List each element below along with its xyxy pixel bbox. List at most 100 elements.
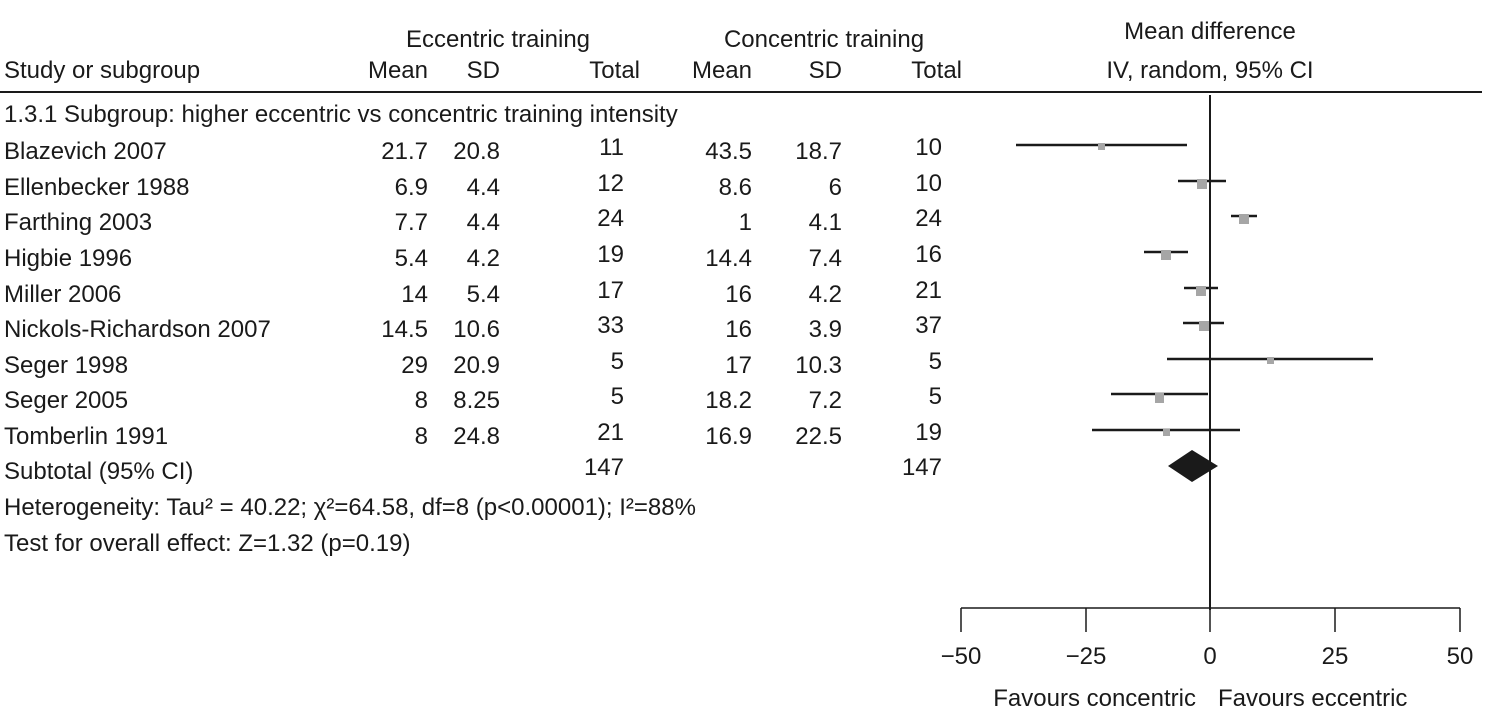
tick-label: −25 [1065, 643, 1107, 670]
subtotal-label: Subtotal (95% CI) [4, 458, 194, 485]
study-name: Higbie 1996 [4, 245, 133, 272]
e-total: 17 [597, 277, 624, 304]
study-name: Miller 2006 [4, 281, 122, 308]
c-mean: 1 [738, 209, 752, 236]
study-name: Tomberlin 1991 [4, 423, 169, 450]
favours-left-label: Favours concentric [993, 685, 1196, 712]
c-sd: 7.4 [808, 245, 842, 272]
c-mean: 14.4 [705, 245, 752, 272]
c-total: 5 [928, 348, 942, 375]
e-sd: 20.8 [453, 138, 500, 165]
c-total: 19 [915, 419, 942, 446]
pooled-diamond [1168, 450, 1218, 482]
confidence-intervals [1016, 143, 1373, 432]
e-mean: 8 [414, 387, 428, 414]
e-total: 5 [610, 383, 624, 410]
c-sd: 4.1 [808, 209, 842, 236]
study-name: Farthing 2003 [4, 209, 153, 236]
marker-tomberlin-1991 [1163, 429, 1170, 436]
table-row: Nickols-Richardson 2007 14.5 10.6 33 16 … [0, 312, 960, 346]
table-row: Tomberlin 1991 8 24.8 21 16.9 22.5 19 [0, 419, 960, 453]
e-mean: 29 [401, 352, 428, 379]
tick-label: 0 [1203, 643, 1217, 670]
study-name: Seger 2005 [4, 387, 129, 414]
e-total: 24 [597, 205, 624, 232]
header-rule [0, 91, 1482, 93]
e-mean: 21.7 [381, 138, 428, 165]
c-sd: 18.7 [795, 138, 842, 165]
table-row: Seger 2005 8 8.25 5 18.2 7.2 5 [0, 383, 960, 417]
c-sd: 6 [828, 174, 842, 201]
e-sd: 4.2 [466, 245, 500, 272]
marker-farthing-2003 [1239, 214, 1249, 224]
e-mean: 7.7 [394, 209, 428, 236]
table-row: Higbie 1996 5.4 4.2 19 14.4 7.4 16 [0, 241, 960, 275]
marker-ellenbecker-1988 [1197, 179, 1207, 189]
study-name: Nickols-Richardson 2007 [4, 316, 271, 343]
e-total: 19 [597, 241, 624, 268]
tick-label: 25 [1321, 643, 1349, 670]
heterogeneity-stats: Heterogeneity: Tau² = 40.22; χ²=64.58, d… [4, 494, 696, 521]
e-mean: 5.4 [394, 245, 428, 272]
c-total-header: Total [911, 57, 962, 84]
study-markers [1098, 143, 1274, 436]
favours-right-label: Favours eccentric [1218, 685, 1408, 712]
e-total: 21 [597, 419, 624, 446]
marker-seger-1998 [1267, 357, 1274, 364]
e-total-header: Total [589, 57, 640, 84]
c-sd: 4.2 [808, 281, 842, 308]
e-sd: 4.4 [466, 174, 500, 201]
overall-effect-test: Test for overall effect: Z=1.32 (p=0.19) [4, 530, 411, 557]
c-sd: 7.2 [808, 387, 842, 414]
c-mean-header: Mean [691, 57, 752, 84]
e-sd-header: SD [466, 57, 500, 84]
effect-method: IV, random, 95% CI [1106, 57, 1314, 84]
e-sd: 10.6 [453, 316, 500, 343]
table-row: Seger 1998 29 20.9 5 17 10.3 5 [0, 348, 960, 382]
c-mean: 18.2 [705, 387, 752, 414]
x-axis-ticks [960, 608, 1461, 632]
c-mean: 17 [725, 352, 752, 379]
group2-header: Concentric training [723, 26, 925, 53]
c-total: 24 [915, 205, 942, 232]
e-mean: 6.9 [394, 174, 428, 201]
effect-title: Mean difference [1124, 18, 1296, 45]
marker-blazevich-2007 [1098, 143, 1105, 150]
table-row: Farthing 2003 7.7 4.4 24 1 4.1 24 [0, 205, 960, 239]
c-sd: 22.5 [795, 423, 842, 450]
study-name: Ellenbecker 1988 [4, 174, 190, 201]
marker-higbie-1996 [1161, 250, 1171, 260]
group1-header: Eccentric training [405, 26, 591, 53]
table-row: Blazevich 2007 21.7 20.8 11 43.5 18.7 10 [0, 134, 960, 168]
marker-miller-2006 [1196, 286, 1206, 296]
c-total: 21 [915, 277, 942, 304]
e-mean: 14 [401, 281, 428, 308]
e-mean-header: Mean [367, 57, 428, 84]
c-mean: 16.9 [705, 423, 752, 450]
study-name: Seger 1998 [4, 352, 129, 379]
tick-label: −50 [940, 643, 982, 670]
e-sd: 4.4 [466, 209, 500, 236]
subtotal-c-total: 147 [901, 454, 942, 481]
e-sd: 8.25 [453, 387, 500, 414]
c-mean: 8.6 [718, 174, 752, 201]
c-total: 10 [915, 134, 942, 161]
c-sd-header: SD [808, 57, 842, 84]
subtotal-e-total: 147 [583, 454, 624, 481]
e-sd: 20.9 [453, 352, 500, 379]
study-name: Blazevich 2007 [4, 138, 167, 165]
table-row: Miller 2006 14 5.4 17 16 4.2 21 [0, 277, 960, 311]
c-mean: 16 [725, 281, 752, 308]
c-total: 10 [915, 170, 942, 197]
c-sd: 10.3 [795, 352, 842, 379]
subgroup-label: 1.3.1 Subgroup: higher eccentric vs conc… [4, 101, 678, 128]
e-mean: 8 [414, 423, 428, 450]
e-total: 12 [597, 170, 624, 197]
table-row: Ellenbecker 1988 6.9 4.4 12 8.6 6 10 [0, 170, 960, 204]
marker-seger-2005 [1155, 393, 1164, 403]
marker-nickols-richardson-2007 [1199, 321, 1209, 331]
tick-label: 50 [1446, 643, 1474, 670]
e-total: 33 [597, 312, 624, 339]
c-sd: 3.9 [808, 316, 842, 343]
e-sd: 24.8 [453, 423, 500, 450]
